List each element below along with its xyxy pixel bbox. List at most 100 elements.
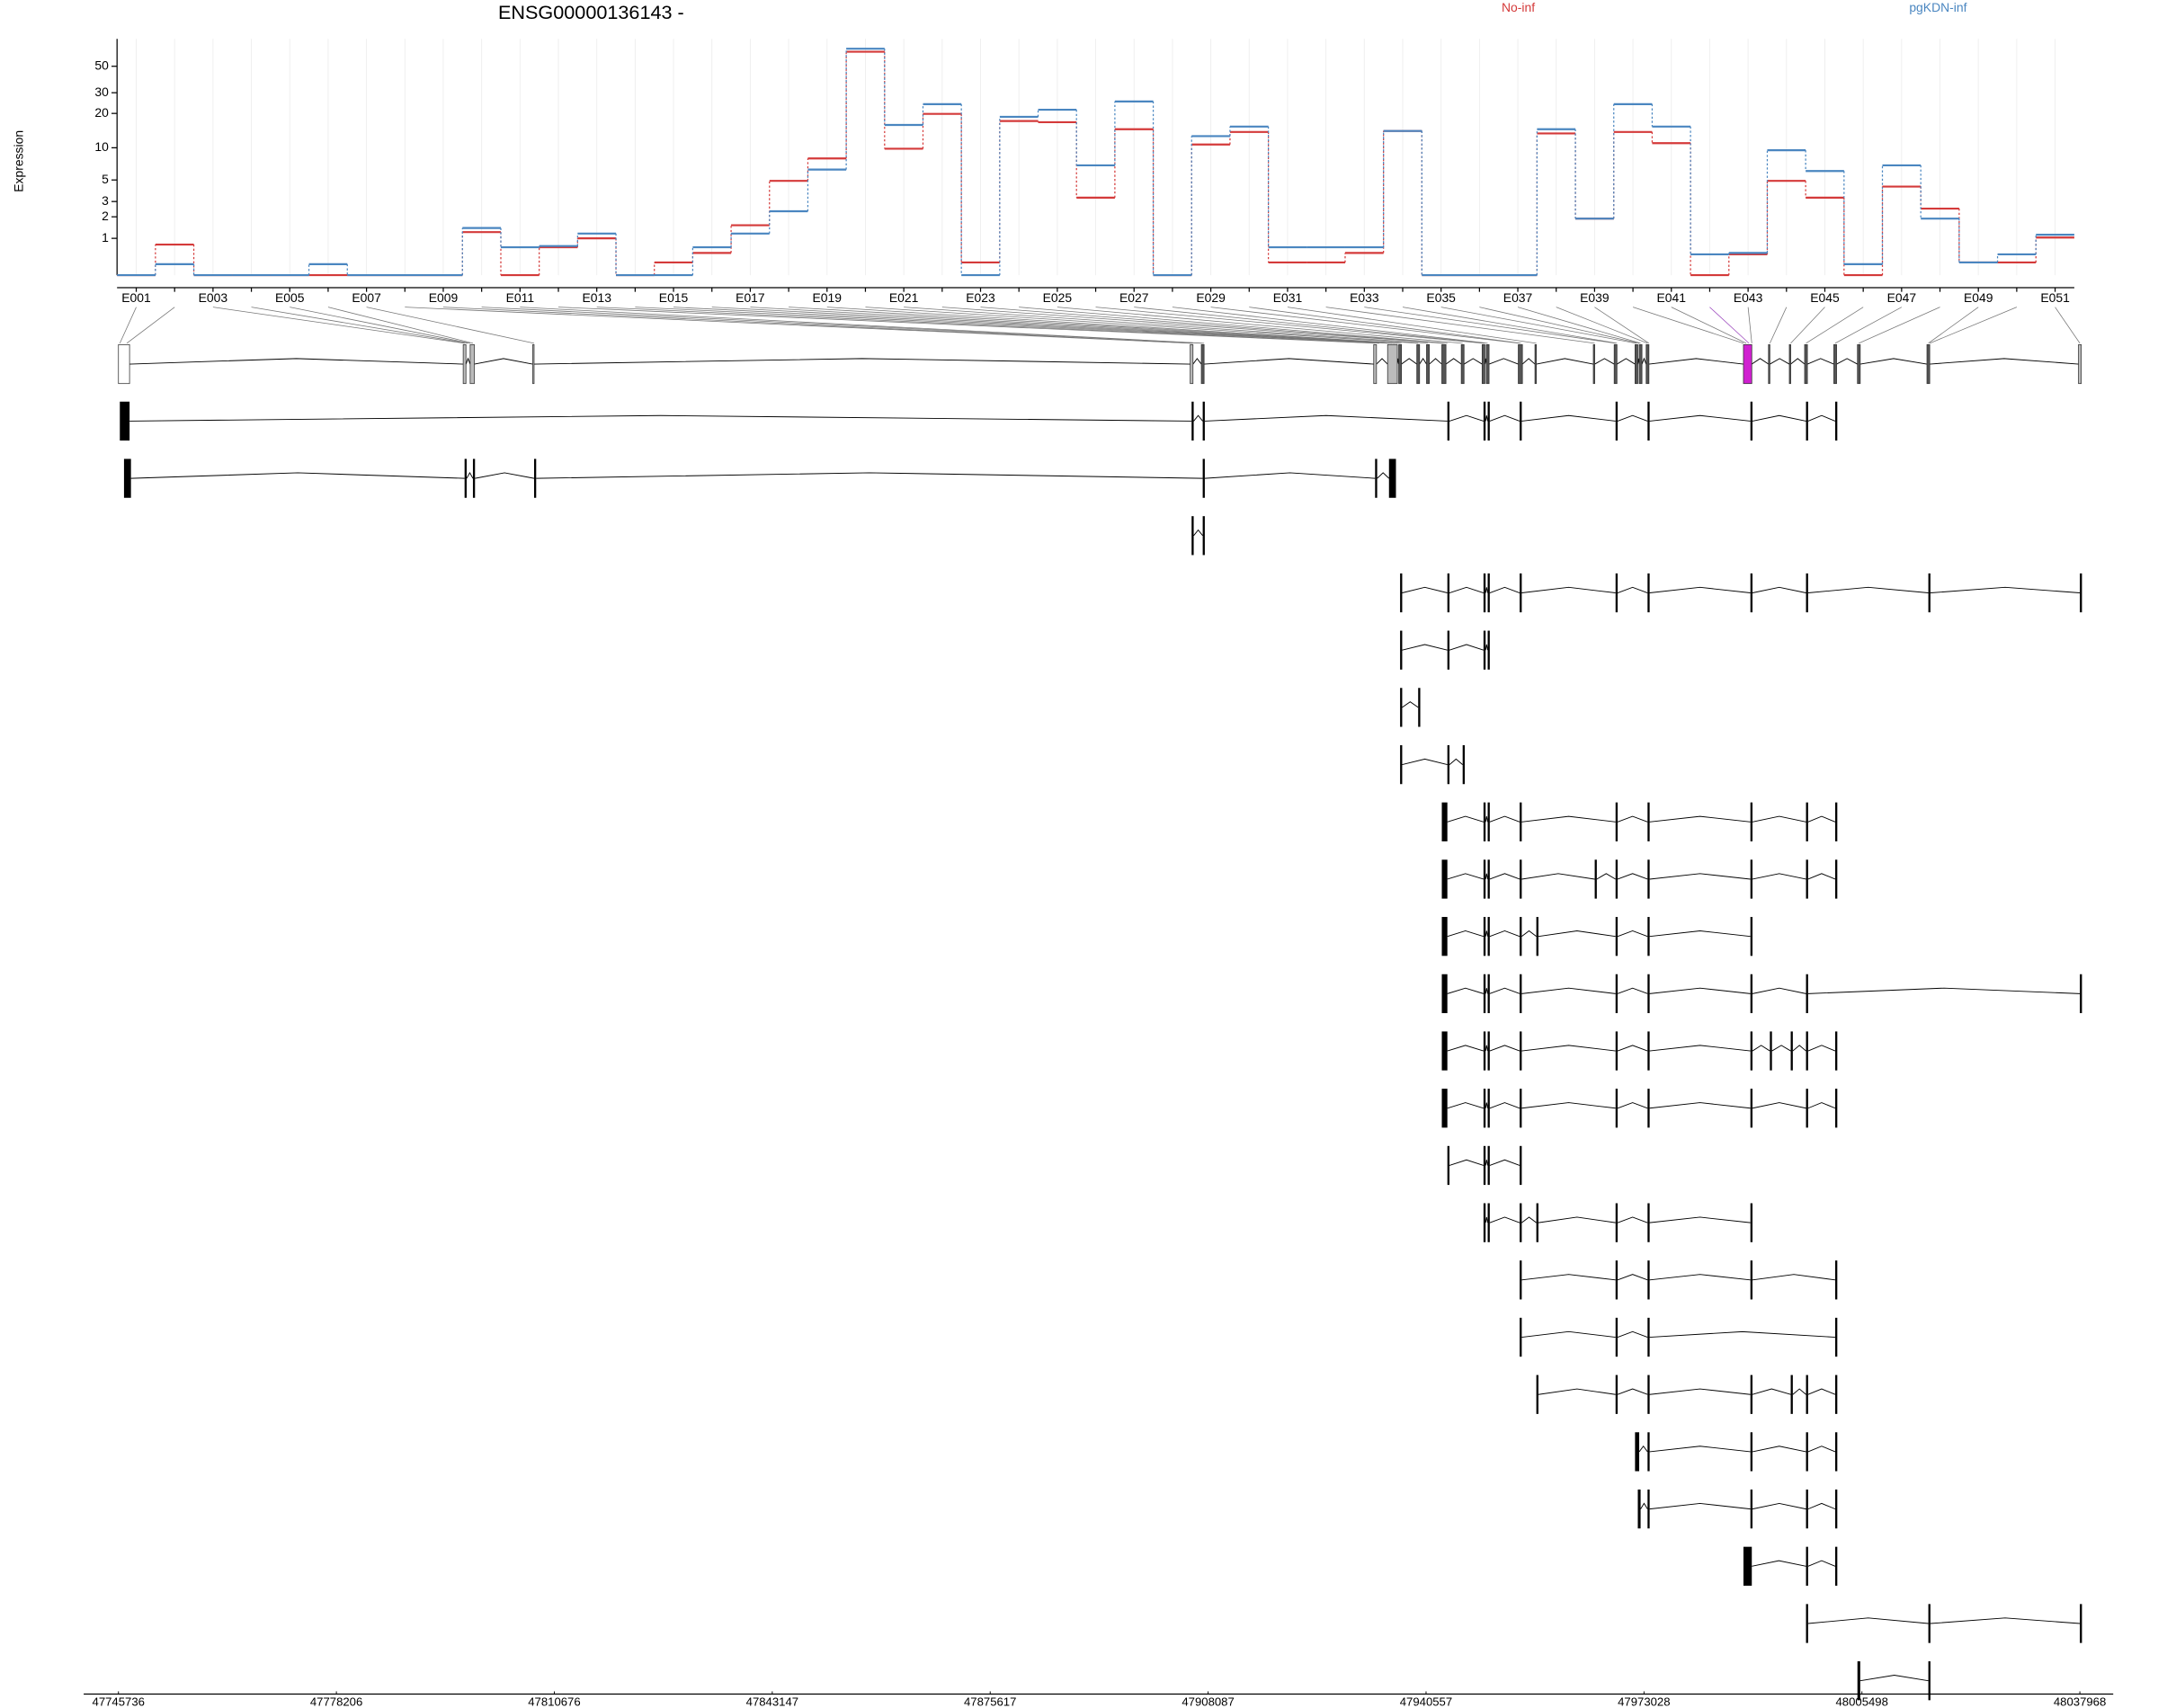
intron (1807, 1102, 1836, 1109)
legend-label: No-inf (1502, 0, 1535, 14)
intron (533, 358, 1190, 365)
transcript-exon (1615, 401, 1618, 441)
transcript-exon (1483, 859, 1486, 899)
x-tick-label: E045 (1810, 290, 1840, 305)
exon-link (980, 307, 1445, 344)
model-exon (1804, 344, 1808, 385)
transcript-exon (1750, 974, 1753, 1014)
transcript-exon (1750, 1203, 1753, 1242)
intron (1930, 1617, 2081, 1624)
intron (1807, 873, 1836, 880)
x-tick-label: E051 (2040, 290, 2070, 305)
model-exon (1190, 344, 1194, 385)
y-tick-label: 5 (102, 172, 109, 186)
intron (1521, 358, 1536, 365)
transcript-exon (1483, 974, 1486, 1014)
intron (1649, 1330, 1836, 1338)
transcript-exon (1835, 1260, 1838, 1300)
coord-tick-label: 47973028 (1618, 1695, 1670, 1708)
transcript-exon (1647, 1260, 1650, 1300)
x-tick-label: E049 (1964, 290, 1993, 305)
transcript-exon (1483, 401, 1486, 441)
intron (1489, 1159, 1520, 1166)
x-tick-label: E029 (1196, 290, 1226, 305)
transcript-exon (1647, 1432, 1650, 1472)
transcript-exon (1647, 401, 1650, 441)
model-exon (1638, 344, 1643, 385)
exon-link (789, 307, 1401, 344)
intron (1489, 815, 1520, 823)
transcript-exon (1375, 458, 1378, 498)
intron (1859, 358, 1928, 365)
transcript-exon (1835, 1489, 1838, 1529)
exon-link (327, 307, 474, 344)
exon-link (251, 307, 468, 344)
intron (1752, 1502, 1806, 1510)
exon-link (405, 307, 1192, 344)
transcript-exon (1520, 802, 1522, 841)
intron (1617, 1274, 1648, 1281)
transcript-exon (1447, 744, 1450, 785)
transcript-exon (1202, 401, 1205, 441)
x-tick-label: E031 (1273, 290, 1303, 305)
y-tick-label: 1 (102, 230, 109, 245)
transcript-exon (1418, 688, 1421, 727)
intron (1521, 586, 1616, 593)
transcript-exon (1191, 401, 1194, 441)
exon-link (1440, 307, 1637, 344)
intron (1521, 873, 1595, 880)
x-tick-label: E023 (966, 290, 995, 305)
intron (1538, 930, 1616, 938)
intron (1402, 586, 1448, 593)
transcript-exon (1750, 1089, 1753, 1128)
exon-link (750, 307, 1398, 344)
intron (1807, 1045, 1836, 1052)
x-tick-label: E019 (813, 290, 843, 305)
intron (1193, 414, 1203, 422)
transcript-exon (1806, 1489, 1808, 1529)
transcript-exon (1647, 573, 1650, 613)
transcript-exon (1647, 1317, 1650, 1357)
transcript-exon (1790, 1374, 1793, 1414)
exon-link (1172, 307, 1488, 344)
transcript-exon (1806, 1432, 1808, 1472)
intron (1752, 873, 1806, 880)
transcript-exon (1487, 1145, 1490, 1186)
transcript-exon (1806, 1374, 1808, 1414)
intron (1617, 586, 1648, 593)
exon-link (558, 307, 1376, 344)
x-tick-label: E009 (429, 290, 459, 305)
transcript-exon (1536, 917, 1538, 956)
intron (1771, 1045, 1791, 1052)
exon-link (941, 307, 1444, 344)
transcript-exon (1806, 1604, 1808, 1643)
model-exon (1398, 344, 1403, 385)
intron (1449, 644, 1485, 651)
intron (1463, 358, 1483, 365)
transcript-exon (1615, 859, 1618, 899)
intron (1596, 873, 1616, 880)
exon-link (1747, 307, 1752, 343)
model-exon (1373, 344, 1378, 385)
intron (1489, 586, 1520, 593)
transcript-exon (1462, 744, 1466, 785)
transcript-exon (1647, 917, 1650, 956)
exon-link (1134, 307, 1485, 344)
intron (1752, 414, 1806, 422)
intron (1489, 414, 1520, 422)
intron (1485, 930, 1488, 937)
exon-link (635, 307, 1389, 344)
intron (1485, 988, 1488, 994)
intron (466, 471, 474, 479)
intron (1377, 472, 1390, 479)
intron (1447, 815, 1485, 823)
intron (1649, 1045, 1751, 1052)
intron (1807, 1560, 1836, 1567)
model-exon (118, 344, 130, 385)
exon-link (1834, 307, 1903, 344)
intron (1521, 815, 1616, 823)
intron (1485, 1102, 1488, 1108)
transcript-exon (1647, 1489, 1650, 1529)
intron (1485, 816, 1488, 823)
transcript-exon (1594, 859, 1597, 899)
